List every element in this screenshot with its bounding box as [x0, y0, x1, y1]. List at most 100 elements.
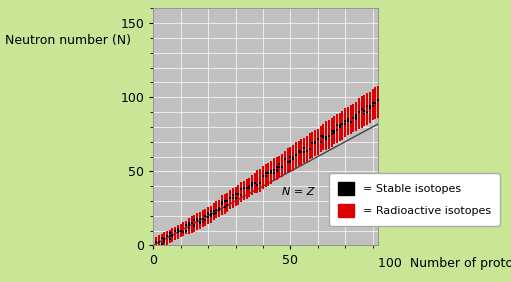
- Point: [245, 187, 253, 191]
- Point: [371, 107, 380, 111]
- Point: [306, 141, 314, 146]
- Point: [179, 225, 188, 230]
- Point: [226, 194, 234, 199]
- Point: [169, 230, 177, 234]
- Point: [218, 206, 226, 211]
- Point: [171, 228, 179, 233]
- Point: [160, 236, 168, 240]
- Point: [311, 151, 319, 156]
- Point: [171, 230, 179, 234]
- Point: [210, 209, 218, 213]
- Point: [229, 197, 237, 202]
- Point: [174, 228, 182, 233]
- Point: [336, 126, 344, 131]
- Point: [199, 218, 207, 222]
- Point: [368, 101, 377, 105]
- Point: [366, 110, 374, 114]
- Point: [355, 120, 363, 125]
- Point: [231, 200, 240, 205]
- Point: [251, 181, 259, 186]
- Point: [166, 234, 174, 239]
- Point: [259, 179, 267, 184]
- Point: [190, 221, 198, 225]
- Point: [352, 125, 360, 129]
- Point: [314, 146, 322, 150]
- Point: [226, 194, 234, 199]
- Point: [204, 209, 212, 213]
- Point: [264, 171, 272, 175]
- Point: [171, 237, 179, 242]
- Point: [242, 194, 250, 199]
- Point: [374, 92, 382, 96]
- Point: [264, 172, 272, 177]
- Point: [179, 227, 188, 231]
- Point: [330, 119, 338, 123]
- Point: [229, 194, 237, 199]
- Point: [360, 94, 368, 98]
- Point: [306, 142, 314, 147]
- Point: [237, 190, 245, 194]
- Point: [281, 159, 289, 163]
- Point: [226, 203, 234, 208]
- Point: [341, 126, 350, 131]
- Point: [201, 217, 210, 221]
- Point: [253, 182, 262, 187]
- Point: [240, 187, 248, 191]
- Point: [344, 120, 352, 125]
- Point: [199, 219, 207, 224]
- Point: [231, 185, 240, 190]
- Point: [303, 148, 311, 153]
- Point: [182, 225, 190, 230]
- Point: [163, 233, 171, 237]
- Point: [346, 110, 355, 114]
- Point: [256, 178, 264, 182]
- Point: [179, 231, 188, 236]
- Point: [292, 153, 300, 157]
- Point: [185, 222, 193, 227]
- Point: [344, 116, 352, 120]
- Point: [308, 153, 316, 157]
- Point: [336, 117, 344, 122]
- Point: [328, 135, 336, 140]
- Point: [281, 162, 289, 166]
- Point: [234, 200, 242, 205]
- Point: [303, 157, 311, 162]
- Point: [368, 110, 377, 114]
- Point: [218, 210, 226, 215]
- Point: [289, 165, 297, 169]
- Point: [292, 154, 300, 159]
- Point: [157, 233, 166, 237]
- Point: [231, 203, 240, 208]
- Point: [188, 224, 196, 228]
- Point: [275, 168, 284, 172]
- Point: [212, 215, 220, 219]
- Point: [284, 157, 292, 162]
- Point: [193, 222, 201, 227]
- Point: [204, 215, 212, 219]
- Point: [240, 181, 248, 186]
- Point: [234, 196, 242, 200]
- Point: [324, 144, 333, 148]
- Point: [188, 215, 196, 219]
- Point: [248, 188, 256, 193]
- Point: [237, 185, 245, 190]
- Point: [218, 196, 226, 200]
- Point: [330, 125, 338, 129]
- Point: [223, 196, 231, 200]
- Point: [248, 184, 256, 188]
- Point: [177, 228, 185, 233]
- Point: [240, 190, 248, 194]
- Point: [196, 218, 204, 222]
- Point: [341, 131, 350, 135]
- Point: [322, 127, 330, 132]
- Point: [289, 148, 297, 153]
- Point: [292, 141, 300, 146]
- Point: [363, 107, 371, 111]
- Point: [297, 148, 306, 153]
- Point: [193, 218, 201, 222]
- Point: [190, 228, 198, 233]
- Point: [314, 141, 322, 146]
- Point: [182, 225, 190, 230]
- Point: [251, 188, 259, 193]
- Point: [338, 125, 346, 129]
